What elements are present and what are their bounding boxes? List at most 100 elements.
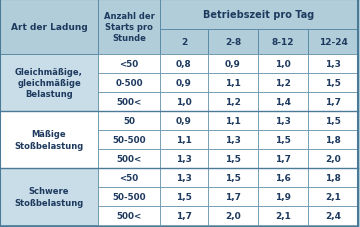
- Text: 1,5: 1,5: [325, 116, 341, 126]
- Bar: [160, 93, 208, 111]
- Bar: [258, 55, 308, 74]
- Bar: [98, 187, 160, 206]
- Bar: [160, 131, 208, 149]
- Text: 2: 2: [181, 38, 187, 47]
- Bar: [98, 55, 160, 74]
- Bar: [98, 149, 160, 168]
- Text: 1,7: 1,7: [275, 154, 291, 163]
- Text: <50: <50: [120, 60, 139, 69]
- Text: <50: <50: [120, 173, 139, 182]
- Bar: [308, 149, 358, 168]
- Bar: [160, 74, 208, 93]
- Text: 1,7: 1,7: [325, 98, 341, 106]
- Bar: [98, 168, 160, 187]
- Text: 1,7: 1,7: [176, 211, 192, 220]
- Bar: [308, 30, 358, 55]
- Bar: [160, 55, 208, 74]
- Bar: [160, 168, 208, 187]
- Bar: [0, 0, 98, 55]
- Bar: [258, 131, 308, 149]
- Bar: [308, 206, 358, 225]
- Text: Anzahl der
Starts pro
Stunde: Anzahl der Starts pro Stunde: [104, 12, 154, 43]
- Bar: [208, 93, 258, 111]
- Bar: [208, 131, 258, 149]
- Text: 1,5: 1,5: [325, 79, 341, 88]
- Bar: [208, 206, 258, 225]
- Text: 50-500: 50-500: [112, 135, 146, 144]
- Text: 0-500: 0-500: [115, 79, 143, 88]
- Bar: [258, 187, 308, 206]
- Text: 50: 50: [123, 116, 135, 126]
- Text: 500<: 500<: [116, 98, 141, 106]
- Bar: [98, 111, 160, 131]
- Text: 1,9: 1,9: [275, 192, 291, 201]
- Bar: [0, 55, 98, 111]
- Text: 1,2: 1,2: [225, 98, 241, 106]
- Text: 1,3: 1,3: [225, 135, 241, 144]
- Bar: [308, 55, 358, 74]
- Text: 1,3: 1,3: [176, 173, 192, 182]
- Text: 50-500: 50-500: [112, 192, 146, 201]
- Text: 1,5: 1,5: [176, 192, 192, 201]
- Text: Betriebszeit pro Tag: Betriebszeit pro Tag: [203, 10, 315, 20]
- Text: 1,1: 1,1: [225, 79, 241, 88]
- Text: 500<: 500<: [116, 211, 141, 220]
- Text: 2,0: 2,0: [225, 211, 241, 220]
- Text: 2,4: 2,4: [325, 211, 341, 220]
- Bar: [308, 111, 358, 131]
- Text: 0,9: 0,9: [176, 79, 192, 88]
- Bar: [0, 111, 98, 168]
- Bar: [98, 93, 160, 111]
- Bar: [160, 111, 208, 131]
- Bar: [98, 206, 160, 225]
- Text: 500<: 500<: [116, 154, 141, 163]
- Bar: [208, 168, 258, 187]
- Bar: [160, 206, 208, 225]
- Bar: [208, 111, 258, 131]
- Text: 0,9: 0,9: [176, 116, 192, 126]
- Text: 1,1: 1,1: [176, 135, 192, 144]
- Bar: [98, 0, 160, 55]
- Bar: [208, 74, 258, 93]
- Bar: [258, 111, 308, 131]
- Text: 1,5: 1,5: [225, 154, 241, 163]
- Bar: [208, 30, 258, 55]
- Text: Gleichmäßige,
gleichmäßige
Belastung: Gleichmäßige, gleichmäßige Belastung: [15, 68, 83, 99]
- Bar: [308, 74, 358, 93]
- Bar: [160, 187, 208, 206]
- Text: 1,3: 1,3: [325, 60, 341, 69]
- Bar: [258, 149, 308, 168]
- Text: 1,8: 1,8: [325, 135, 341, 144]
- Bar: [258, 93, 308, 111]
- Text: 1,4: 1,4: [275, 98, 291, 106]
- Bar: [160, 149, 208, 168]
- Text: 2-8: 2-8: [225, 38, 241, 47]
- Bar: [308, 187, 358, 206]
- Text: 1,8: 1,8: [325, 173, 341, 182]
- Text: 1,3: 1,3: [176, 154, 192, 163]
- Bar: [208, 55, 258, 74]
- Text: 1,7: 1,7: [225, 192, 241, 201]
- Bar: [258, 30, 308, 55]
- Bar: [160, 30, 208, 55]
- Bar: [308, 168, 358, 187]
- Text: 1,6: 1,6: [275, 173, 291, 182]
- Text: 1,3: 1,3: [275, 116, 291, 126]
- Text: 1,0: 1,0: [275, 60, 291, 69]
- Text: 2,1: 2,1: [275, 211, 291, 220]
- Text: 1,1: 1,1: [225, 116, 241, 126]
- Bar: [258, 74, 308, 93]
- Text: 1,5: 1,5: [275, 135, 291, 144]
- Text: 2,1: 2,1: [325, 192, 341, 201]
- Text: 8-12: 8-12: [272, 38, 294, 47]
- Text: 12-24: 12-24: [319, 38, 347, 47]
- Bar: [98, 74, 160, 93]
- Text: 1,2: 1,2: [275, 79, 291, 88]
- Bar: [258, 168, 308, 187]
- Text: 1,5: 1,5: [225, 173, 241, 182]
- Bar: [308, 93, 358, 111]
- Bar: [258, 206, 308, 225]
- Bar: [0, 168, 98, 225]
- Text: Mäßige
Stoßbelastung: Mäßige Stoßbelastung: [14, 130, 84, 150]
- Bar: [160, 0, 358, 30]
